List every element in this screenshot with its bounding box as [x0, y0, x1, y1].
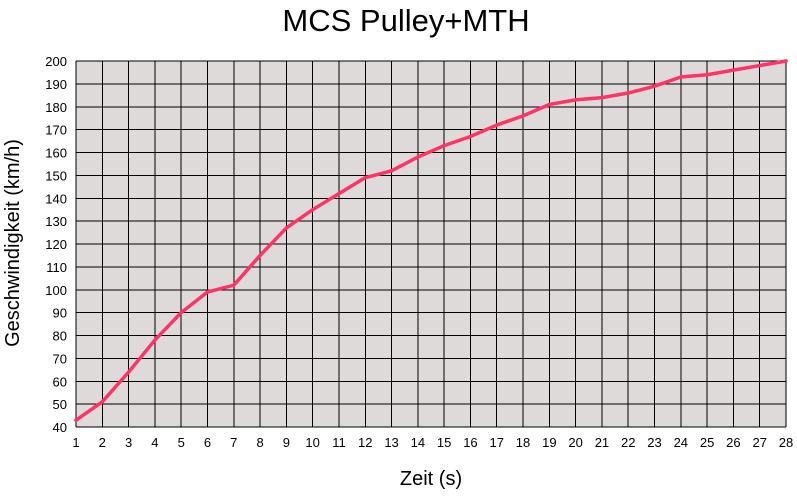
x-tick-label: 18 [516, 435, 530, 450]
y-tick-label: 130 [45, 214, 67, 229]
y-tick-label: 150 [45, 168, 67, 183]
y-tick-label: 90 [53, 306, 67, 321]
data-point [100, 400, 104, 404]
y-tick-label: 50 [53, 397, 67, 412]
data-point [547, 102, 552, 107]
data-point [758, 63, 762, 68]
x-tick-label: 15 [437, 435, 451, 450]
y-tick-label: 100 [45, 283, 67, 298]
data-point [626, 91, 630, 95]
x-tick-label: 24 [674, 435, 688, 450]
y-tick-label: 140 [45, 191, 67, 206]
x-tick-label: 16 [463, 435, 477, 450]
y-tick-label: 70 [53, 351, 67, 366]
y-tick-label: 80 [53, 329, 67, 344]
data-point [784, 59, 788, 63]
data-point [731, 68, 736, 72]
y-tick-label: 60 [53, 374, 67, 389]
x-tick-label: 1 [72, 435, 79, 450]
y-axis-title: Geschwindigkeit (km/h) [2, 139, 24, 347]
y-tick-label: 160 [45, 146, 67, 161]
x-tick-label: 20 [568, 435, 582, 450]
data-point [389, 169, 394, 173]
data-point [600, 95, 604, 100]
y-tick-label: 110 [46, 260, 67, 275]
x-tick-label: 14 [411, 435, 425, 450]
y-tick-label: 170 [45, 123, 67, 138]
x-tick-label: 17 [490, 435, 504, 450]
data-point [205, 290, 210, 294]
x-tick-label: 12 [358, 435, 372, 450]
x-tick-label: 19 [542, 435, 556, 450]
data-point [179, 310, 183, 315]
data-point [652, 84, 657, 88]
tick-labels: 1 2 3 4 5 6 7 8 9 10 11 12 13 14 15 16 17 18 19 20 21 22 23 24 2… [45, 54, 793, 450]
x-tick-label: 2 [99, 435, 106, 450]
x-tick-label: 11 [332, 435, 346, 450]
x-tick-label: 27 [752, 435, 766, 450]
series-line-1 [74, 59, 788, 422]
data-point [232, 283, 236, 287]
data-series [74, 59, 788, 422]
x-tick-label: 6 [204, 435, 211, 450]
data-point [363, 175, 367, 180]
x-tick-label: 25 [700, 435, 714, 450]
y-tick-label: 180 [45, 100, 67, 115]
data-point [74, 418, 78, 422]
gridlines [75, 60, 787, 428]
x-tick-label: 10 [305, 435, 319, 450]
data-point [495, 123, 499, 127]
y-tick-label: 120 [45, 237, 67, 252]
y-tick-label: 40 [53, 420, 67, 435]
x-tick-label: 7 [230, 435, 237, 450]
data-point [679, 75, 683, 79]
data-point [521, 114, 525, 118]
data-point [337, 191, 341, 196]
data-point [258, 253, 262, 258]
x-tick-label: 22 [621, 435, 635, 450]
data-point [468, 134, 473, 139]
x-tick-label: 8 [256, 435, 263, 450]
data-point [310, 207, 315, 212]
x-tick-label: 5 [178, 435, 185, 450]
data-point [573, 98, 578, 102]
x-axis-title: Zeit (s) [400, 468, 462, 490]
x-tick-label: 21 [595, 435, 609, 450]
x-tick-label: 4 [151, 435, 158, 450]
data-point [284, 226, 289, 230]
chart-title: MCS Pulley+MTH [282, 3, 529, 38]
data-point [416, 155, 420, 159]
data-point [153, 338, 157, 342]
y-tick-label: 190 [45, 77, 67, 92]
data-point [126, 370, 131, 374]
x-tick-label: 9 [283, 435, 290, 450]
x-tick-label: 13 [384, 435, 398, 450]
data-point [442, 143, 446, 148]
y-tick-label: 200 [45, 54, 67, 69]
x-tick-label: 3 [125, 435, 132, 450]
x-tick-label: 28 [779, 435, 793, 450]
x-tick-label: 26 [726, 435, 740, 450]
x-tick-label: 23 [647, 435, 661, 450]
data-point [705, 73, 709, 77]
